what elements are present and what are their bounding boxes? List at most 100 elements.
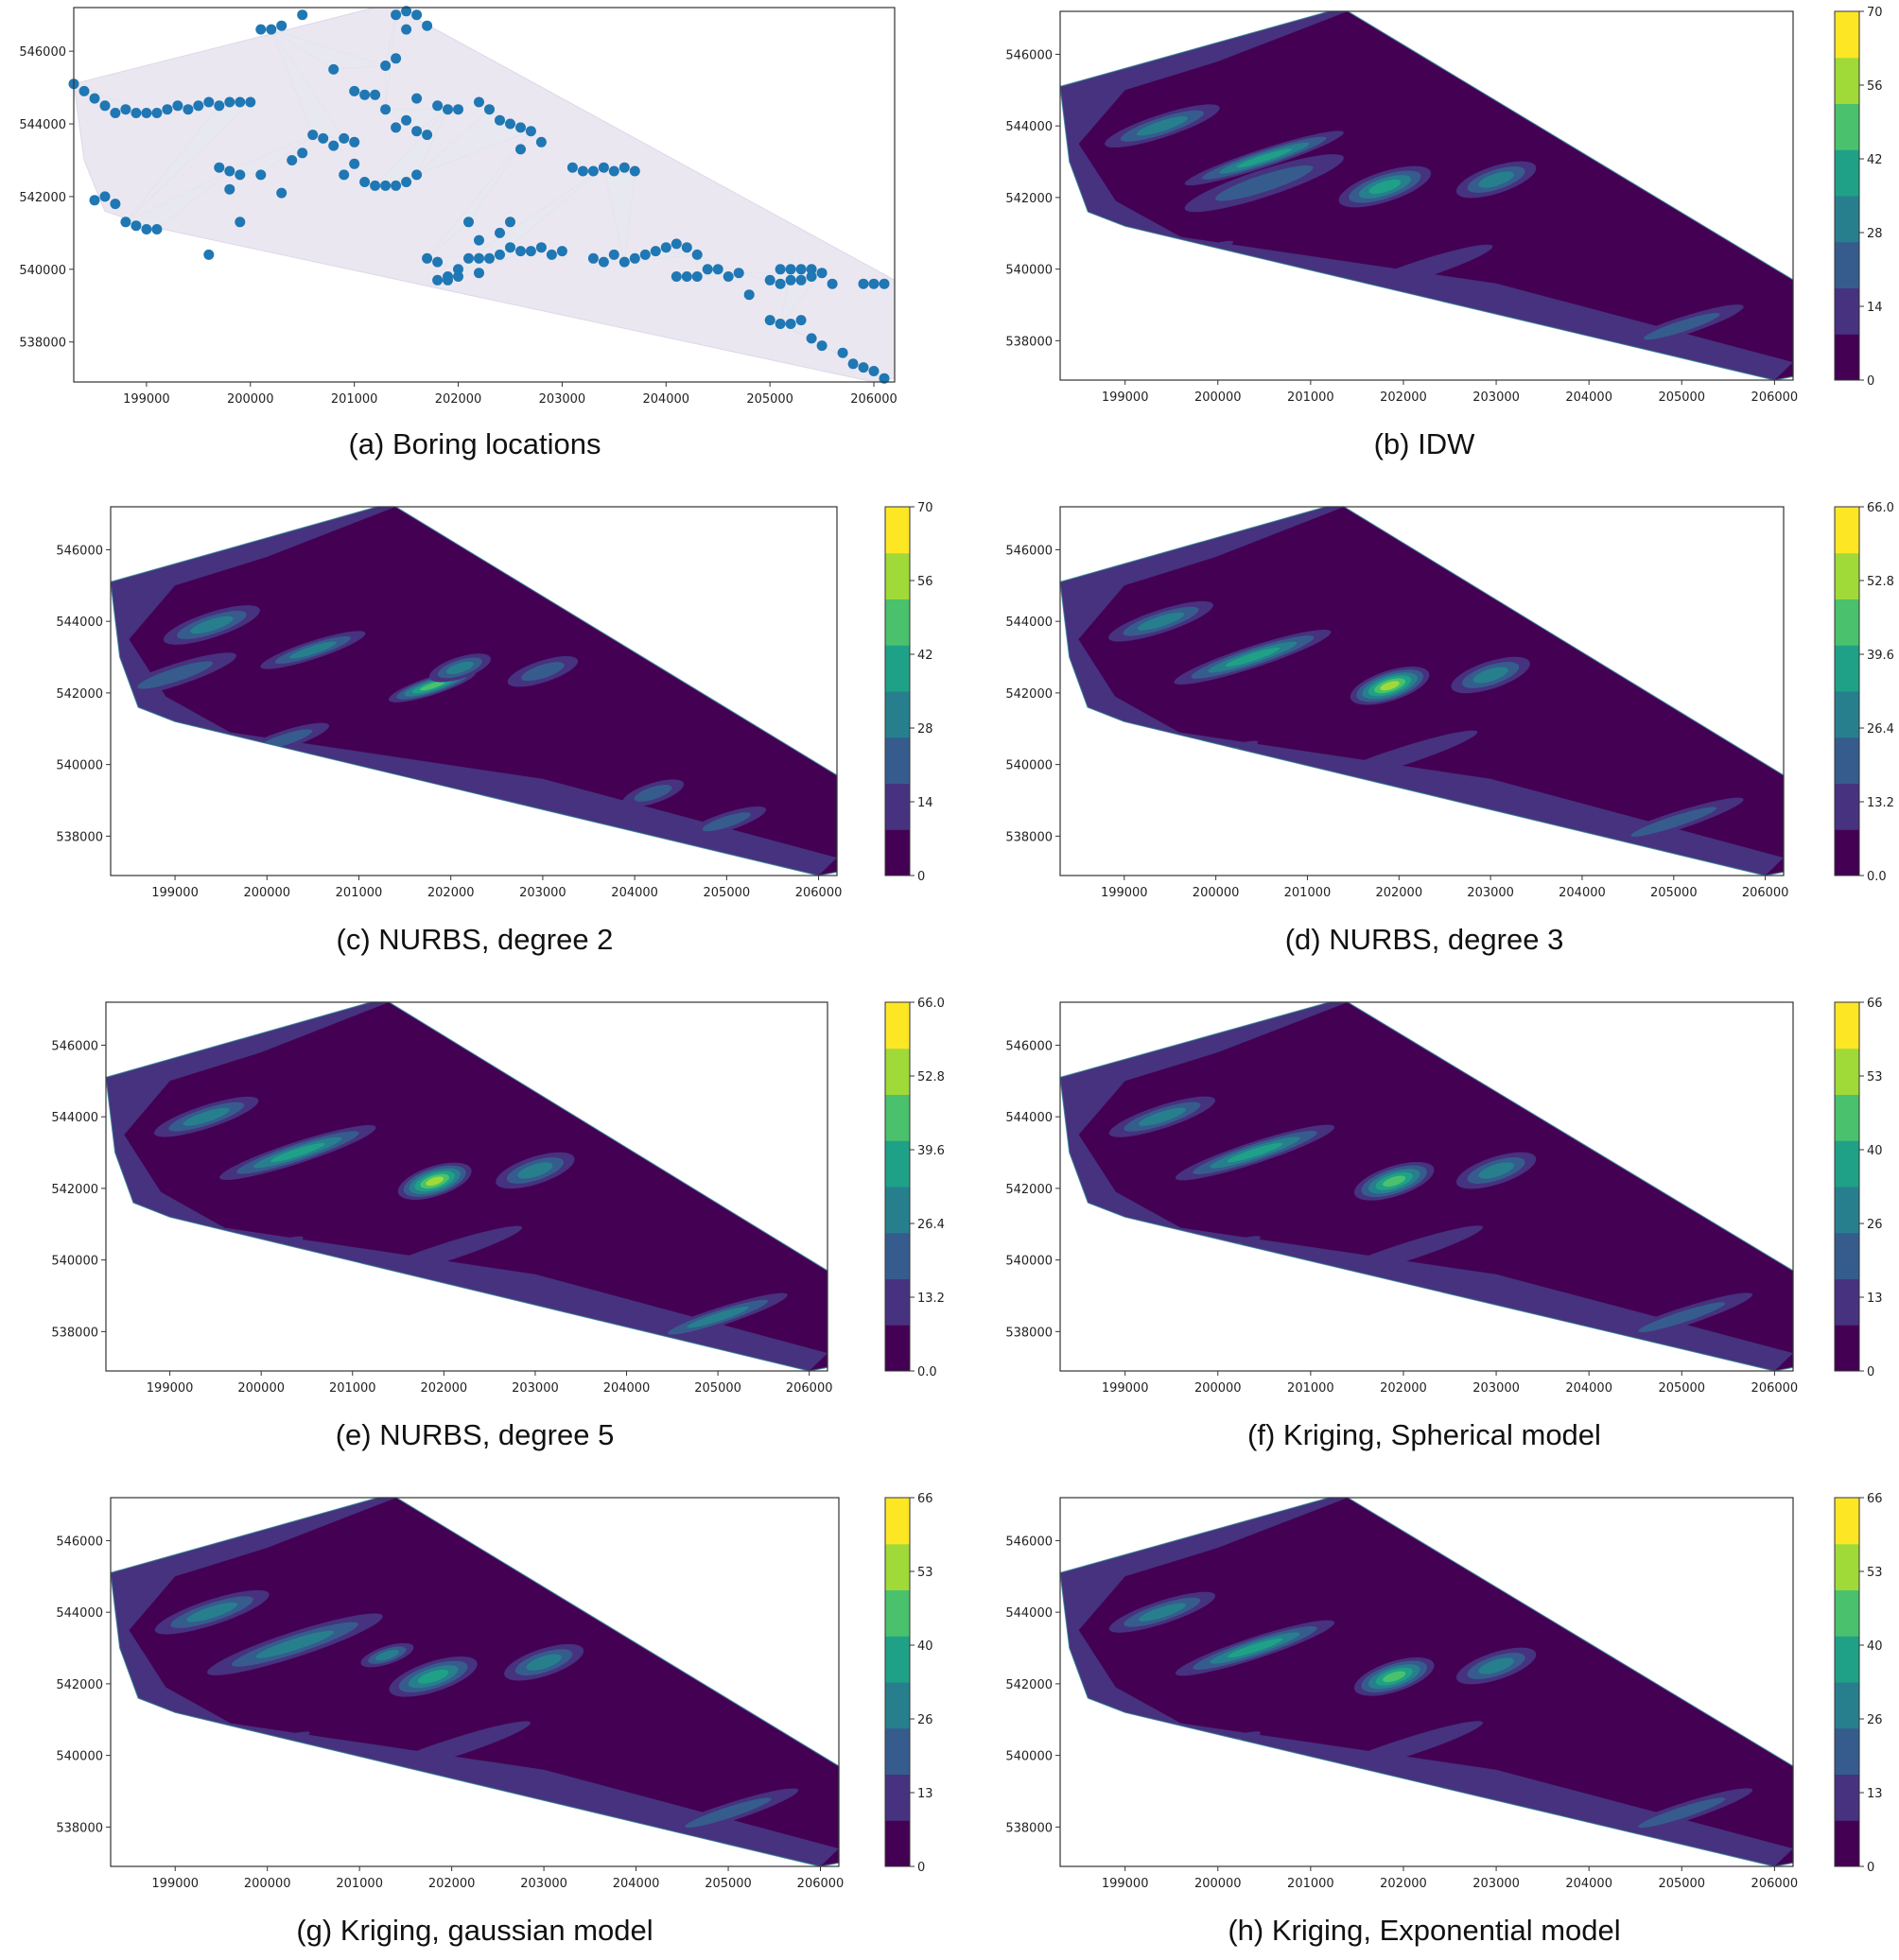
boring-point [505, 118, 515, 130]
contour-level [270, 1142, 325, 1163]
boring-point [162, 104, 173, 115]
boring-point [255, 169, 267, 181]
contour-base [1060, 11, 1793, 380]
x-tick-label: 199000 [151, 1877, 199, 1891]
contour-level [1383, 1175, 1406, 1188]
y-tick-label: 546000 [51, 1039, 98, 1053]
x-tick-label: 205000 [694, 1381, 741, 1396]
x-tick-label: 204000 [1565, 1381, 1612, 1396]
boring-point [785, 319, 796, 329]
colorbar-tick-label: 39.6 [917, 1144, 945, 1158]
colorbar-tick-label: 28 [1867, 227, 1883, 241]
axes-frame [110, 506, 838, 876]
colorbar-tick-label: 26.4 [1867, 722, 1894, 737]
y-tick-label: 542000 [56, 687, 103, 702]
colorbar-segment [885, 1543, 910, 1590]
colorbar-segment [885, 1589, 910, 1637]
colorbar-segment [1835, 1682, 1859, 1729]
boring-point [525, 126, 536, 137]
contour-level [365, 1225, 523, 1280]
boring-point [349, 136, 360, 147]
y-tick-label: 540000 [19, 264, 66, 278]
boring-point [328, 63, 340, 75]
y-tick-label: 542000 [1005, 1678, 1053, 1692]
y-tick-label: 540000 [1005, 264, 1053, 278]
x-tick-label: 200000 [237, 1381, 285, 1396]
x-tick-label: 202000 [1380, 390, 1427, 405]
colorbar-tick-label: 66 [1867, 1492, 1883, 1506]
colorbar-frame [884, 506, 911, 876]
boring-point [120, 217, 131, 228]
boring-point [795, 274, 807, 286]
boring-point [868, 278, 880, 289]
boring-point [380, 104, 392, 115]
x-tick-label: 206000 [786, 1381, 833, 1396]
boring-point [505, 242, 515, 253]
x-tick-label: 206000 [850, 392, 897, 407]
contour-fill [106, 1002, 828, 1371]
colorbar-tick-label: 0 [1867, 1365, 1874, 1379]
y-tick-label: 540000 [56, 759, 103, 773]
boring-point [608, 165, 619, 177]
caption-b: (b) IDW [1373, 427, 1475, 460]
y-tick-label: 542000 [1005, 1183, 1053, 1197]
contour-level [1350, 244, 1493, 294]
boring-point [99, 100, 111, 112]
boring-point [401, 6, 412, 17]
boring-point [515, 144, 526, 155]
boring-point [131, 220, 142, 232]
contour-level [255, 1630, 335, 1658]
boring-point [328, 140, 340, 151]
colorbar-tick-label: 53 [917, 1566, 933, 1580]
contour-level [1138, 1107, 1186, 1126]
colorbar-segment [885, 1232, 910, 1279]
boring-point [110, 199, 121, 210]
colorbar-segment [1835, 1094, 1859, 1141]
boring-point [723, 271, 734, 282]
boring-point [380, 180, 392, 191]
x-tick-label: 199000 [151, 886, 199, 900]
colorbar-segment [1835, 334, 1859, 381]
y-tick-label: 540000 [1005, 759, 1053, 773]
x-tick-label: 200000 [1193, 886, 1240, 900]
boring-point [691, 271, 703, 282]
x-tick-label: 202000 [435, 392, 482, 407]
boring-point [639, 249, 651, 260]
panel-b: 199000 200000 201000 202000 203000 204000 2050… [950, 0, 1899, 482]
boring-point [618, 256, 630, 268]
boring-point [775, 278, 786, 289]
contour-level [1478, 1657, 1514, 1674]
contour-level [445, 661, 474, 675]
hull-triangle [124, 170, 231, 230]
hull-triangle [624, 251, 698, 263]
y-tick-label: 538000 [1005, 1326, 1053, 1340]
colorbar-tick-label: 70 [1867, 6, 1883, 20]
colorbar-segment [1835, 737, 1859, 784]
x-tick-label: 203000 [1472, 390, 1520, 405]
boring-point [816, 268, 828, 279]
boring-point [411, 93, 423, 104]
panel-a: 199000 200000 201000 202000 203000 204000 2050… [0, 0, 950, 482]
contour-level [375, 1649, 399, 1661]
contour-band [1060, 507, 1784, 876]
y-tick-label: 544000 [51, 1111, 98, 1125]
colorbar-tick-label: 13.2 [1867, 796, 1894, 810]
boring-point [495, 249, 505, 260]
boring-point [339, 132, 350, 144]
y-tick-label: 542000 [56, 1678, 103, 1692]
colorbar-segment [885, 507, 910, 554]
contour-level [1136, 116, 1188, 136]
contour-band [111, 1498, 839, 1866]
y-tick-label: 544000 [1005, 616, 1053, 630]
boring-point [401, 114, 412, 126]
x-tick-label: 202000 [427, 886, 475, 900]
x-tick-label: 201000 [329, 1381, 376, 1396]
colorbar-segment [885, 1682, 910, 1729]
boring-point [78, 85, 90, 96]
boring-point [391, 180, 402, 191]
colorbar-tick-label: 0.0 [917, 1365, 937, 1379]
boring-point [484, 104, 495, 115]
x-tick-label: 200000 [243, 886, 290, 900]
x-tick-label: 206000 [795, 886, 843, 900]
boring-point [858, 278, 869, 289]
